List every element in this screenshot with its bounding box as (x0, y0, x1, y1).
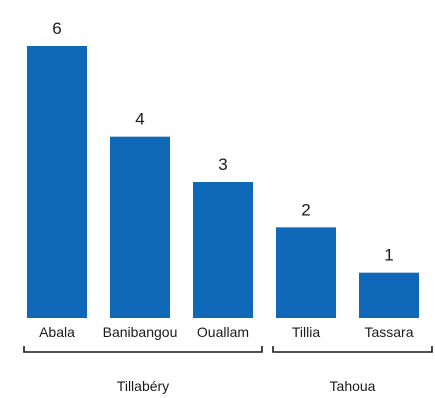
data-labels-layer: 6 4 3 2 1 (52, 19, 393, 265)
bar-ouallam (193, 182, 253, 318)
category-labels-layer: Abala Banibangou Ouallam Tillia Tassara (39, 324, 414, 340)
category-label-tillia: Tillia (292, 324, 320, 340)
category-label-banibangou: Banibangou (103, 324, 178, 340)
data-label-tassara: 1 (384, 246, 393, 265)
bar-tillia (276, 227, 336, 318)
bars-layer (27, 46, 419, 318)
data-label-tillia: 2 (301, 200, 310, 219)
group-label-2: Tahoua (330, 378, 376, 394)
category-label-tassara: Tassara (364, 324, 413, 340)
group-brackets-layer: Tillabéry Tahoua (23, 346, 433, 394)
category-label-abala: Abala (39, 324, 75, 340)
category-label-ouallam: Ouallam (197, 324, 249, 340)
bar-tassara (359, 272, 419, 318)
data-label-abala: 6 (52, 19, 61, 38)
data-label-banibangou: 4 (135, 110, 144, 129)
group-bracket-1 (23, 346, 263, 353)
bar-abala (27, 46, 87, 318)
group-bracket-2 (272, 346, 433, 353)
group-label-1: Tillabéry (117, 378, 169, 394)
bar-banibangou (110, 136, 170, 318)
data-label-ouallam: 3 (218, 155, 227, 174)
